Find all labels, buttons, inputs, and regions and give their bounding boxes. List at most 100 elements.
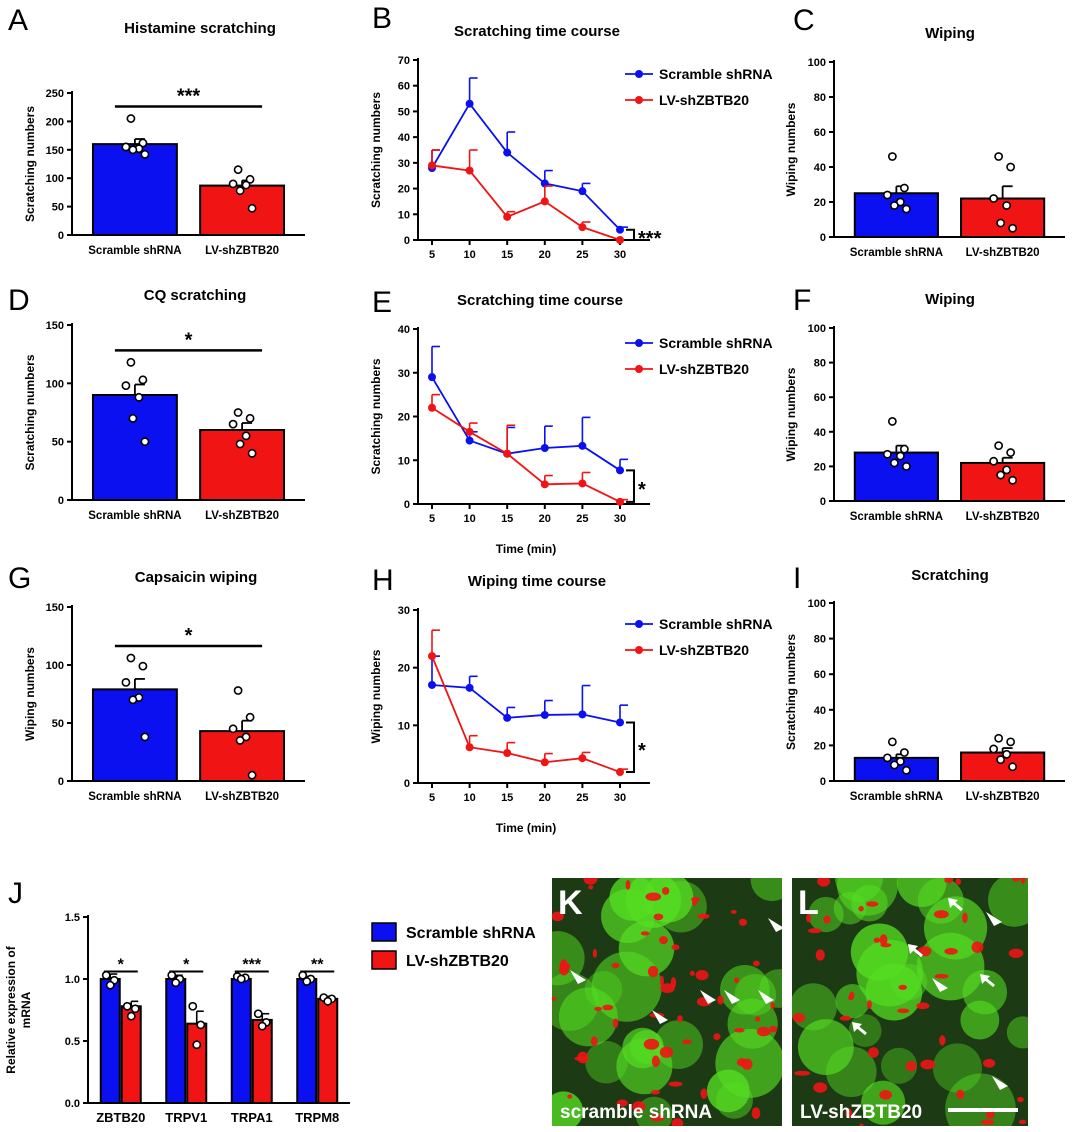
y-tick-label-J: 0.5 xyxy=(65,1036,80,1048)
data-point-C xyxy=(901,204,911,214)
red-puncta-K xyxy=(681,1039,692,1045)
red-puncta-L xyxy=(873,937,881,943)
y-tick-label-G: 0 xyxy=(58,776,64,788)
panel-H: 0 10 20 30 Wiping numbers Wiping time course H… xyxy=(369,564,773,835)
data-point-J xyxy=(192,1040,202,1050)
y-tick-label-I: 100 xyxy=(808,598,826,610)
red-puncta-K xyxy=(756,1026,771,1037)
legend-label-E: Scramble shRNA xyxy=(659,335,773,351)
series-point-H-1 xyxy=(616,768,624,777)
x-tick-label-A: LV-shZBTB20 xyxy=(205,245,279,257)
series-point-E-1 xyxy=(465,427,474,436)
y-tick-label-F: 40 xyxy=(814,427,826,439)
y-tick-label-F: 0 xyxy=(820,496,826,508)
data-point-G xyxy=(233,686,243,695)
panel-letter-A: A xyxy=(8,4,28,37)
red-puncta-L xyxy=(866,1000,872,1009)
data-point-I xyxy=(882,753,892,763)
red-puncta-L xyxy=(845,1108,853,1119)
red-puncta-L xyxy=(808,928,822,934)
data-point-A xyxy=(140,149,150,159)
neuron-cell-L xyxy=(835,984,870,1019)
legend-label-H: LV-shZBTB20 xyxy=(659,642,749,658)
red-puncta-L xyxy=(916,1002,930,1010)
red-puncta-K xyxy=(650,1114,665,1122)
data-point-F xyxy=(994,441,1004,451)
red-puncta-L xyxy=(879,1090,892,1100)
series-point-H-0 xyxy=(616,718,624,727)
series-line-H-0 xyxy=(431,684,621,724)
series-point-E-0 xyxy=(540,444,549,452)
y-axis-label-A: Scratching numbers xyxy=(23,106,37,222)
y-tick-label-C: 60 xyxy=(814,127,826,139)
series-point-B-1 xyxy=(428,161,436,170)
series-point-E-1 xyxy=(503,449,512,458)
data-point-A xyxy=(126,114,136,123)
y-tick-label-B: 50 xyxy=(398,106,410,118)
red-puncta-K xyxy=(741,1058,753,1070)
data-point-J xyxy=(236,974,246,984)
data-point-C xyxy=(996,218,1006,228)
x-tick-label-B: 5 xyxy=(429,249,435,261)
data-point-G xyxy=(121,678,131,687)
y-axis-label-C: Wiping numbers xyxy=(784,102,798,196)
bar-G xyxy=(91,688,178,782)
red-puncta-K xyxy=(738,918,748,926)
data-point-I xyxy=(889,760,899,770)
legend-label-B: Scramble shRNA xyxy=(659,66,773,82)
series-point-B-0 xyxy=(578,187,587,196)
neuron-cell-L xyxy=(880,1047,918,1084)
red-puncta-K xyxy=(653,913,664,921)
red-puncta-K xyxy=(751,1107,761,1119)
bar-A xyxy=(91,143,178,236)
significance-mark-E: * xyxy=(638,479,646,501)
bar-J xyxy=(99,978,121,1104)
micrograph-L: L LV-shZBTB20 xyxy=(792,878,1028,1126)
arrow-head-L xyxy=(980,974,990,984)
red-puncta-K xyxy=(616,1099,628,1107)
y-tick-label-E: 0 xyxy=(404,499,410,511)
red-puncta-K xyxy=(643,1038,660,1050)
data-point-J xyxy=(257,1021,267,1031)
data-point-C xyxy=(882,190,892,200)
panel-J: 0.0 0.5 1.0 1.5 Relative expression of mRNA J Z… xyxy=(4,877,350,1125)
y-axis-label-line2-J: mRNA xyxy=(19,991,33,1028)
data-point-C xyxy=(994,152,1004,161)
x-axis-label-H: Time (min) xyxy=(496,821,556,835)
y-tick-label-E: 30 xyxy=(398,368,410,380)
data-point-I xyxy=(1002,749,1012,759)
data-point-D xyxy=(121,381,131,391)
red-puncta-L xyxy=(920,1059,936,1070)
red-puncta-L xyxy=(806,913,812,923)
red-puncta-K xyxy=(661,886,670,895)
y-tick-label-G: 50 xyxy=(52,718,64,730)
legend-marker-E xyxy=(635,339,643,347)
data-point-J xyxy=(167,970,177,980)
y-tick-label-B: 10 xyxy=(398,209,410,221)
series-point-E-0 xyxy=(465,436,474,445)
y-tick-label-D: 0 xyxy=(58,495,64,507)
x-tick-label-B: 20 xyxy=(539,249,551,261)
x-tick-label-E: 15 xyxy=(501,513,513,525)
significance-mark-A: *** xyxy=(177,86,201,108)
panel-B: 0 10 20 30 40 50 60 70 Scratching numbers Scratch… xyxy=(369,2,773,261)
data-point-G xyxy=(138,661,148,671)
neuron-cell-L xyxy=(808,896,844,933)
data-point-F xyxy=(899,444,909,454)
arrow-head-L xyxy=(852,1022,862,1032)
neuron-cell-L xyxy=(861,1080,906,1125)
y-tick-label-E: 10 xyxy=(398,455,410,467)
x-tick-label-E: 10 xyxy=(463,513,475,525)
bar-J xyxy=(230,978,252,1104)
bar-C xyxy=(960,197,1046,238)
data-point-J xyxy=(105,980,115,990)
panel-letter-G: G xyxy=(8,562,31,595)
y-tick-label-A: 50 xyxy=(52,202,64,214)
red-puncta-L xyxy=(792,1013,806,1023)
red-puncta-L xyxy=(1019,1119,1027,1125)
panel-letter-K: K xyxy=(558,884,583,922)
red-puncta-K xyxy=(668,1081,683,1087)
data-point-F xyxy=(901,461,911,471)
